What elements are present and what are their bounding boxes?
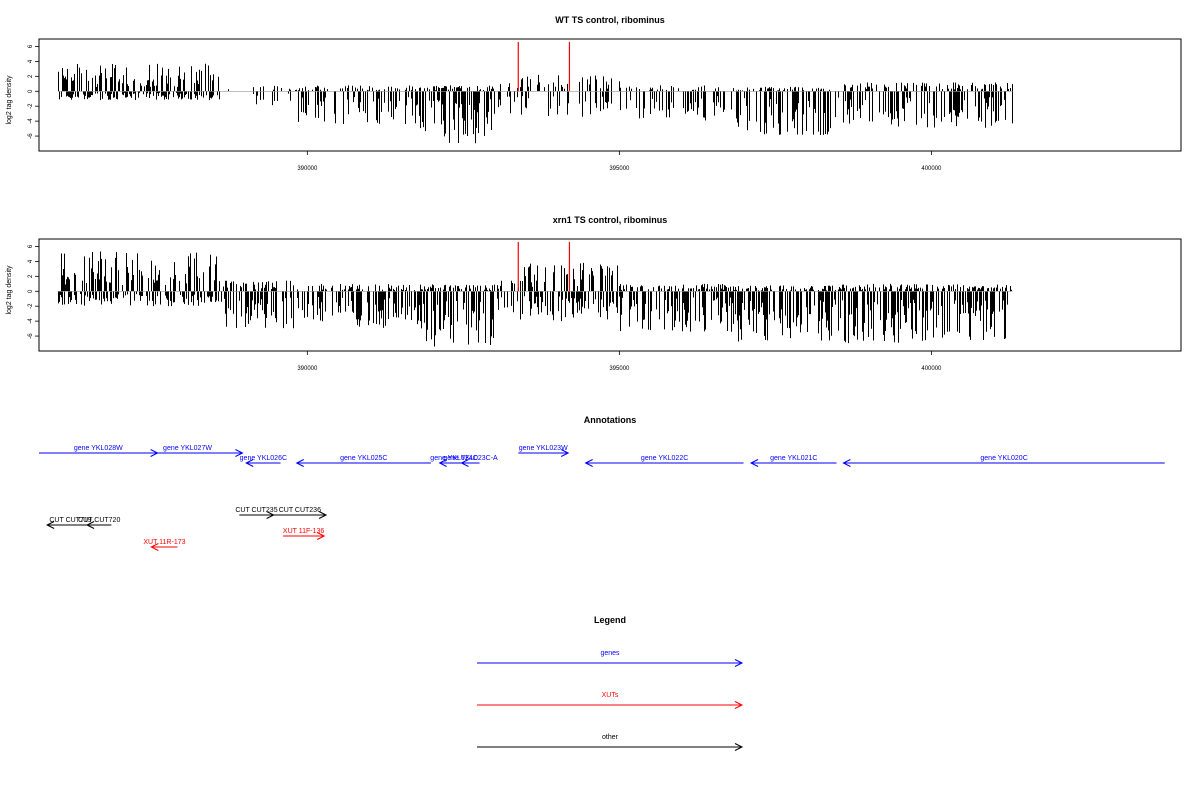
- feature-arrowhead: [560, 449, 570, 457]
- feature-other: CUT CUT235: [235, 507, 278, 519]
- legend-item: other: [477, 734, 744, 751]
- plot-frame: [38, 38, 1182, 152]
- feature-arrowhead: [438, 459, 447, 467]
- y-tick-label: -6: [28, 133, 34, 139]
- y-tick-label: 2: [28, 274, 34, 278]
- x-tick-label: 395000: [609, 166, 630, 172]
- legend-items: genes XUTs other: [477, 650, 744, 751]
- axes: -6 -4 -2 0 2 4 6 390000 395000 400000: [28, 238, 1182, 372]
- legend: Legend genes XUTs other: [477, 615, 744, 751]
- feature-gene: gene YKL020C: [842, 455, 1165, 467]
- x-tick-label: 390000: [297, 366, 318, 372]
- annotations-track: Annotations gene YKL028W gene YKL027Wgene…: [39, 415, 1165, 551]
- x-tick-label: 395000: [609, 366, 630, 372]
- x-tick-label: 400000: [921, 166, 942, 172]
- annotations-title: Annotations: [584, 415, 637, 425]
- feature-label: gene YKL023W: [519, 445, 568, 452]
- feature-arrowhead: [45, 521, 55, 529]
- feature-arrowhead: [749, 459, 759, 467]
- feature-label: gene YKL024C: [430, 455, 477, 462]
- annotation-features: gene YKL028W gene YKL027W gene YKL026C gene…: [39, 445, 1165, 551]
- feature-arrowhead: [318, 511, 328, 519]
- feature-label: gene YKL025C: [340, 455, 387, 462]
- feature-arrowhead: [245, 459, 254, 467]
- y-tick-label: -4: [28, 318, 34, 324]
- feature-label: XUT 11R-173: [143, 539, 185, 546]
- legend-title: Legend: [594, 615, 626, 625]
- y-tick-label: 2: [28, 74, 34, 78]
- density-bars: [58, 251, 1012, 347]
- y-axis-label: log2 tag density: [6, 75, 13, 125]
- y-tick-label: 6: [28, 244, 34, 248]
- legend-item: XUTs: [477, 692, 744, 709]
- y-axis-label: log2 tag density: [6, 265, 13, 315]
- feature-gene: gene YKL023W: [518, 445, 570, 457]
- y-tick-label: -2: [28, 103, 34, 109]
- feature-label: gene YKL020C: [980, 455, 1027, 462]
- feature-gene: gene YKL026C: [240, 455, 287, 467]
- y-tick-label: 0: [28, 289, 34, 293]
- y-tick-label: -2: [28, 303, 34, 309]
- feature-gene: gene YKL027W: [132, 445, 244, 457]
- feature-arrowhead: [460, 459, 469, 467]
- legend-arrowhead: [734, 701, 744, 709]
- y-tick-label: 4: [28, 259, 34, 263]
- feature-other: CUT CUT720: [78, 517, 120, 529]
- feature-other: CUT CUT236: [273, 507, 328, 519]
- legend-label: other: [602, 734, 619, 741]
- legend-label: XUTs: [602, 692, 619, 699]
- y-tick-label: 6: [28, 44, 34, 48]
- feature-xut: XUT 11R-173: [143, 539, 186, 551]
- feature-label: gene YKL028W: [74, 445, 123, 452]
- legend-arrowhead: [734, 743, 744, 751]
- feature-arrowhead: [235, 449, 244, 457]
- feature-gene: gene YKL025C: [295, 455, 431, 467]
- feature-label: gene YKL021C: [770, 455, 817, 462]
- legend-label: genes: [600, 650, 620, 657]
- panel-title: WT TS control, ribominus: [555, 15, 665, 25]
- feature-arrowhead: [150, 543, 159, 551]
- feature-arrowhead: [295, 459, 304, 467]
- y-tick-label: -4: [28, 118, 34, 124]
- feature-label: gene YKL023C-A: [443, 455, 498, 462]
- y-tick-label: 4: [28, 59, 34, 63]
- feature-gene: gene YKL022C: [584, 455, 744, 467]
- x-tick-label: 390000: [297, 166, 318, 172]
- axes: -6 -4 -2 0 2 4 6 390000 395000 400000: [28, 38, 1182, 172]
- feature-label: gene YKL026C: [240, 455, 287, 462]
- feature-gene: gene YKL028W: [39, 445, 159, 457]
- legend-item: genes: [477, 650, 744, 667]
- marker-lines: [517, 42, 571, 92]
- plot-frame: [38, 238, 1182, 352]
- feature-label: CUT CUT720: [78, 517, 120, 524]
- wt-density-panel: WT TS control, ribominus log2 tag densit…: [6, 15, 1182, 172]
- xrn1-density-panel: xrn1 TS control, ribominus log2 tag dens…: [6, 215, 1182, 372]
- legend-arrowhead: [734, 659, 744, 667]
- feature-label: XUT 11F-136: [283, 528, 324, 535]
- panel-title: xrn1 TS control, ribominus: [553, 215, 668, 225]
- feature-label: gene YKL027W: [163, 445, 212, 452]
- feature-gene: gene YKL023C-A: [443, 455, 498, 467]
- feature-label: CUT CUT236: [279, 507, 321, 514]
- x-tick-label: 400000: [921, 366, 942, 372]
- feature-label: CUT CUT235: [235, 507, 277, 514]
- feature-arrowhead: [316, 532, 326, 540]
- y-tick-label: -6: [28, 333, 34, 339]
- feature-gene: gene YKL021C: [749, 455, 837, 467]
- feature-xut: XUT 11F-136: [283, 528, 326, 540]
- feature-arrowhead: [842, 459, 851, 467]
- feature-arrowhead: [85, 521, 95, 529]
- feature-label: CUT CUT719: [49, 517, 91, 524]
- feature-label: gene YKL022C: [641, 455, 688, 462]
- marker-lines: [517, 242, 571, 292]
- feature-arrowhead: [584, 459, 593, 467]
- density-bars: [58, 63, 1013, 144]
- y-tick-label: 0: [28, 89, 34, 93]
